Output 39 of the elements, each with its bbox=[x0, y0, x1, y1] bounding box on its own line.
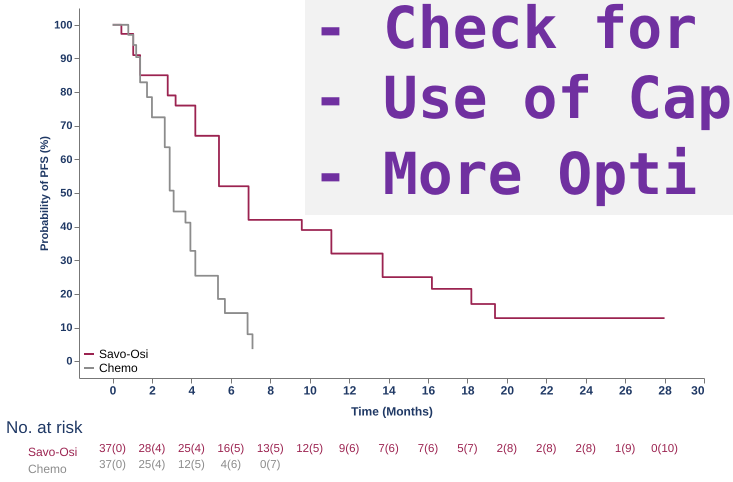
y-tick-label: 100 bbox=[54, 19, 72, 32]
x-tick-label: 16 bbox=[422, 384, 436, 398]
text: Chemo bbox=[28, 462, 67, 476]
legend-label: Chemo bbox=[99, 361, 138, 375]
text: 37(0) 25(4) 12(5) 4(6) 0(7) bbox=[99, 459, 280, 471]
y-tick-label: 80 bbox=[60, 86, 72, 99]
x-tick-label: 6 bbox=[228, 384, 235, 398]
text: 37(0) 28(4) 25(4) 16(5) 13(5) 12(5) 9(6) 7(6) 7(6) 5(7) 2(8) 2(8) 2(8) 1(9) 0(10) bbox=[99, 443, 678, 455]
y-tick-label: 20 bbox=[60, 288, 72, 300]
y-tick-label: 40 bbox=[60, 221, 72, 234]
annotation: - Check for bbox=[313, 0, 698, 62]
x-tick-label: 10 bbox=[304, 384, 318, 398]
y-axis-title: Probability of PFS (%) bbox=[39, 136, 52, 251]
x-tick-label: 22 bbox=[540, 384, 554, 398]
y-tick-label: 0 bbox=[66, 356, 72, 368]
x-tick-label: 20 bbox=[500, 384, 514, 398]
y-tick-label: 30 bbox=[60, 254, 72, 267]
text: Savo-Osi bbox=[28, 445, 78, 459]
x-tick-label: 14 bbox=[382, 384, 396, 398]
x-axis-title: Time (Months) bbox=[351, 404, 433, 418]
x-tick-label: 24 bbox=[580, 384, 594, 398]
x-tick-label: 28 bbox=[658, 384, 672, 398]
annotation: - Use of Cap bbox=[313, 64, 732, 132]
y-tick-label: 90 bbox=[60, 52, 72, 65]
legend-label: Savo-Osi bbox=[99, 347, 148, 361]
x-tick-label: 0 bbox=[110, 384, 117, 398]
y-tick-label: 70 bbox=[60, 120, 72, 132]
x-tick-label: 30 bbox=[691, 384, 705, 398]
x-tick-label: 2 bbox=[149, 384, 156, 398]
y-tick-label: 60 bbox=[60, 154, 72, 166]
x-tick-label: 18 bbox=[461, 384, 475, 398]
x-tick-label: 26 bbox=[618, 384, 633, 398]
x-tick-label: 4 bbox=[188, 384, 196, 398]
x-tick-label: 8 bbox=[267, 384, 274, 398]
y-tick-label: 50 bbox=[60, 188, 72, 200]
text: No. at risk bbox=[6, 418, 83, 438]
x-tick-label: 12 bbox=[342, 384, 357, 398]
y-tick-label: 10 bbox=[60, 322, 72, 334]
annotation: - More Opti bbox=[313, 140, 698, 208]
